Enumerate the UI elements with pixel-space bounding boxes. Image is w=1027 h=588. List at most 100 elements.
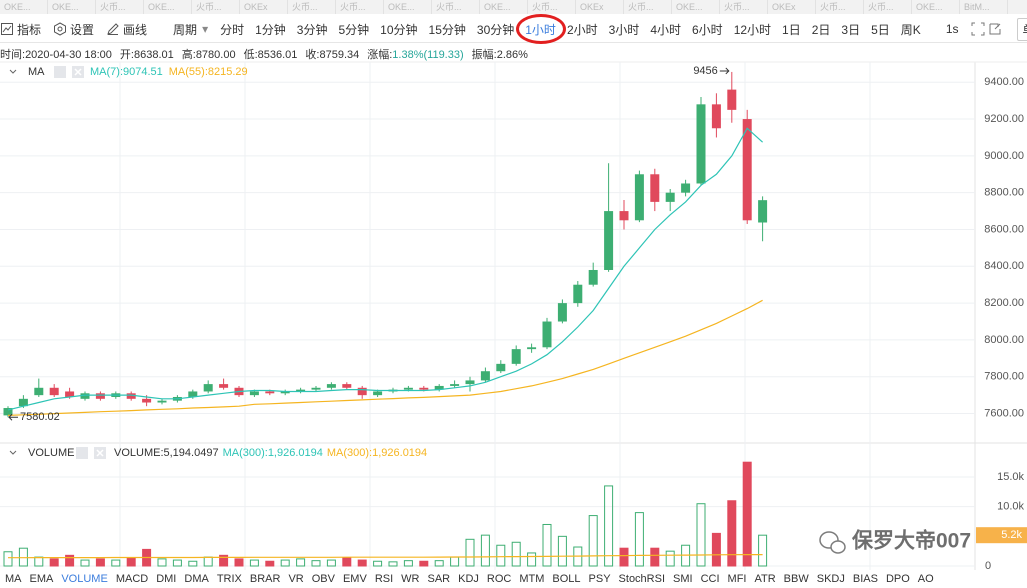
tab[interactable]: 火币... bbox=[96, 0, 144, 14]
tool-button[interactable]: 指标 bbox=[0, 21, 41, 38]
volume-bar bbox=[3, 551, 13, 567]
indicator-tab[interactable]: ROC bbox=[486, 573, 512, 585]
tab[interactable]: 火币... bbox=[816, 0, 864, 14]
indicator-tab[interactable]: TRIX bbox=[216, 573, 242, 585]
tab[interactable]: 火币... bbox=[192, 0, 240, 14]
period[interactable]: 12小时 bbox=[733, 22, 772, 37]
volume-bar bbox=[311, 560, 321, 567]
volume-bar bbox=[604, 485, 614, 567]
tab[interactable]: OKEx bbox=[768, 0, 816, 14]
speed[interactable]: 1s bbox=[945, 22, 959, 36]
tab[interactable]: 火币... bbox=[864, 0, 912, 14]
indicator-tabs: MA EMA VOLUME MACD DMI DMA TRIX BRAR VR OBV EMV RSI… bbox=[0, 573, 937, 588]
volume-bar bbox=[742, 461, 752, 567]
period[interactable]: 1小时 bbox=[516, 13, 566, 44]
period[interactable]: 1日 bbox=[782, 22, 801, 37]
period[interactable]: 3分钟 bbox=[296, 22, 328, 37]
legend-caret bbox=[9, 69, 17, 74]
tab[interactable]: 火币... bbox=[624, 0, 672, 14]
tool-button[interactable]: 设置 bbox=[53, 21, 94, 38]
period-menu[interactable]: 周期 ▾ bbox=[173, 21, 208, 38]
info-item: 时间:2020-04-30 18:00 bbox=[0, 49, 116, 61]
view-icons[interactable] bbox=[971, 22, 1005, 36]
volume-bar bbox=[65, 554, 75, 567]
indicator-tab[interactable]: SAR bbox=[427, 573, 451, 585]
window-select[interactable]: 单窗口▾ bbox=[1016, 17, 1027, 41]
tab[interactable]: OKEx bbox=[576, 0, 624, 14]
indicator-tab[interactable]: SMI bbox=[673, 573, 693, 585]
period[interactable]: 2日 bbox=[811, 22, 831, 37]
indicator-tab[interactable]: StochRSI bbox=[618, 573, 666, 585]
volume-bar bbox=[326, 559, 336, 567]
tab[interactable]: OKEx bbox=[240, 0, 288, 14]
icon bbox=[971, 22, 984, 36]
y-tick-label: 9200.00 bbox=[984, 113, 1024, 125]
tab[interactable]: OKE... bbox=[384, 0, 432, 14]
tab[interactable]: OKE... bbox=[48, 0, 96, 14]
period[interactable]: 5日 bbox=[871, 22, 890, 37]
y-tick-label: 7800.00 bbox=[984, 371, 1024, 383]
period[interactable]: 10分钟 bbox=[380, 22, 418, 37]
indicator-tab[interactable]: DMI bbox=[156, 573, 177, 585]
indicator-tab[interactable]: MA bbox=[5, 573, 22, 585]
indicator-tab[interactable]: MFI bbox=[727, 573, 747, 585]
tab[interactable]: 火币... bbox=[432, 0, 480, 14]
period[interactable]: 15分钟 bbox=[428, 22, 466, 37]
y-tick-label: 8400.00 bbox=[984, 260, 1024, 272]
indicator-tab[interactable]: BIAS bbox=[852, 573, 878, 585]
tab[interactable]: OKE... bbox=[912, 0, 960, 14]
indicator-tab[interactable]: DPO bbox=[885, 573, 910, 585]
period[interactable]: 3日 bbox=[841, 22, 861, 37]
indicator-tab[interactable]: BOLL bbox=[552, 573, 581, 585]
period[interactable]: 6小时 bbox=[692, 22, 723, 37]
tab[interactable]: 火币... bbox=[336, 0, 384, 14]
period[interactable]: 3小时 bbox=[608, 22, 640, 37]
period[interactable]: 分时 bbox=[220, 22, 245, 37]
period[interactable]: 30分钟 bbox=[476, 22, 515, 37]
tab[interactable]: OKE... bbox=[144, 0, 192, 14]
candle-body bbox=[188, 391, 198, 397]
indicator-tab[interactable]: EMA bbox=[29, 573, 54, 585]
tab[interactable]: 火币... bbox=[528, 0, 576, 14]
y-tick-label: 7600.00 bbox=[984, 407, 1024, 419]
tab[interactable]: 火币... bbox=[288, 0, 336, 14]
tab[interactable]: OKE... bbox=[480, 0, 528, 14]
tab[interactable]: OKE... bbox=[672, 0, 720, 14]
tab[interactable]: OKE... bbox=[0, 0, 48, 14]
indicator-tab[interactable]: SKDJ bbox=[816, 573, 845, 585]
icon bbox=[54, 22, 67, 36]
legend-entry: MA(55):8215.29 bbox=[169, 66, 248, 78]
indicator-tab[interactable]: VOLUME bbox=[61, 573, 108, 585]
info-item: 涨幅:1.38%(119.33) bbox=[367, 49, 467, 61]
tool-button[interactable]: 画线 bbox=[106, 21, 147, 38]
indicator-tab[interactable]: PSY bbox=[588, 573, 611, 585]
indicator-tab[interactable]: ATR bbox=[754, 573, 776, 585]
indicator-tab[interactable]: BBW bbox=[783, 573, 809, 585]
indicator-tab[interactable]: EMV bbox=[342, 573, 367, 585]
period[interactable]: 周K bbox=[900, 22, 921, 37]
indicator-tab[interactable]: AO bbox=[917, 573, 934, 585]
volume-bar bbox=[342, 557, 352, 567]
indicator-tab[interactable]: BRAR bbox=[249, 573, 281, 585]
volume-bar bbox=[450, 556, 460, 567]
indicator-tab[interactable]: KDJ bbox=[458, 573, 479, 585]
window-label: 单窗口 bbox=[1023, 21, 1027, 38]
tab[interactable]: BitM... bbox=[960, 0, 1008, 14]
tab[interactable]: 火币... bbox=[720, 0, 768, 14]
indicator-tab[interactable]: DMA bbox=[184, 573, 209, 585]
indicator-tab[interactable]: CCI bbox=[700, 573, 720, 585]
period[interactable]: 2小时 bbox=[566, 22, 598, 37]
indicator-tab[interactable]: VR bbox=[288, 573, 304, 585]
period[interactable]: 5分钟 bbox=[338, 22, 370, 37]
period[interactable]: 1分钟 bbox=[255, 22, 286, 37]
volume-bar bbox=[557, 535, 567, 567]
indicator-tab[interactable]: MTM bbox=[519, 573, 545, 585]
legend-title: VOLUME bbox=[28, 447, 74, 459]
indicator-tab[interactable]: RSI bbox=[374, 573, 394, 585]
indicator-tab[interactable]: WR bbox=[401, 573, 420, 585]
period[interactable]: 4小时 bbox=[650, 22, 681, 37]
candle-body bbox=[542, 321, 552, 348]
indicator-tab[interactable]: MACD bbox=[115, 573, 149, 585]
indicator-tab[interactable]: OBV bbox=[311, 573, 335, 585]
y-tick-label: 8800.00 bbox=[984, 187, 1024, 199]
